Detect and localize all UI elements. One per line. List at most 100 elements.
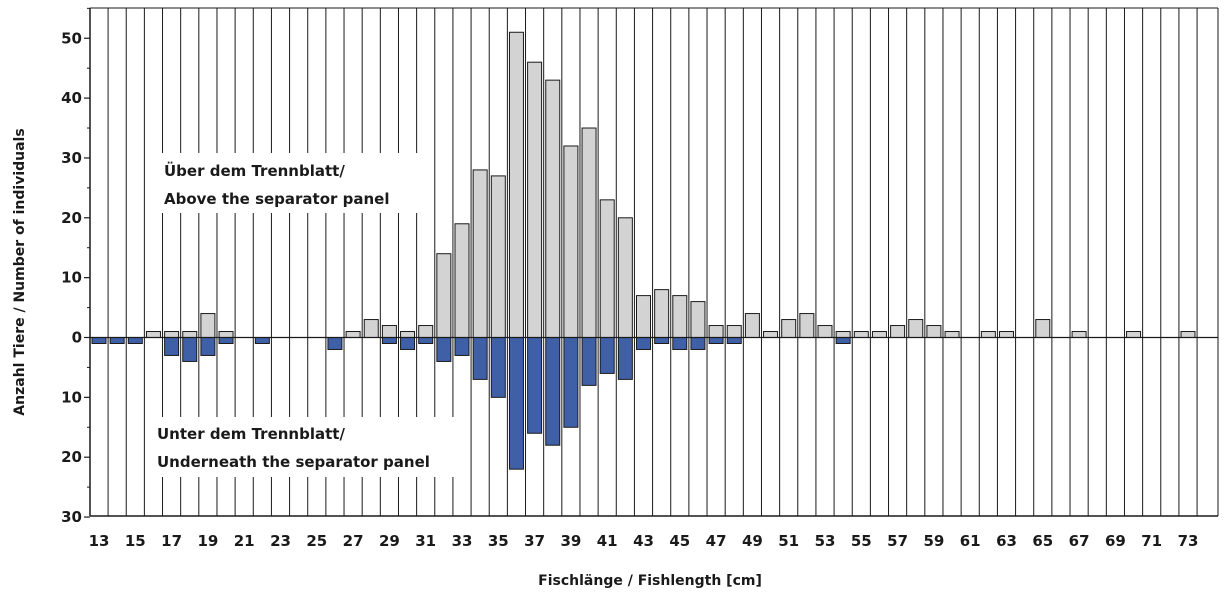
bar-above-43 — [636, 295, 651, 339]
y-tick-label: 20 — [61, 209, 82, 227]
x-tick-label: 33 — [452, 532, 473, 550]
x-tick-label: 67 — [1069, 532, 1090, 550]
bar-below-13 — [91, 337, 107, 344]
bar-below-14 — [109, 337, 125, 344]
bar-above-63 — [999, 331, 1014, 339]
annotation-below-line1: Unter dem Trennblatt/ — [157, 425, 345, 443]
bar-below-42 — [617, 337, 633, 380]
bar-below-37 — [527, 337, 543, 434]
annotation-below-box — [148, 417, 458, 477]
bar-above-42 — [617, 217, 633, 338]
annotation-above-line2: Above the separator panel — [164, 190, 390, 208]
bar-below-32 — [436, 337, 452, 362]
x-tick-label: 35 — [488, 532, 509, 550]
bar-above-35 — [490, 175, 506, 338]
y-tick-labels: 50 40 30 20 10 0 10 20 30 — [61, 7, 90, 526]
x-tick-label: 63 — [996, 532, 1017, 550]
x-tick-label: 39 — [560, 532, 581, 550]
x-tick-label: 27 — [343, 532, 364, 550]
x-tick-labels: 13 15 17 19 21 23 25 27 29 31 33 35 37 39 41 43 45 47 49 51… — [89, 532, 1199, 550]
bar-above-30 — [400, 331, 416, 339]
x-tick-label: 73 — [1178, 532, 1199, 550]
axes — [89, 7, 1219, 517]
bar-below-17 — [164, 337, 180, 356]
bar-below-31 — [418, 337, 434, 344]
x-tick-label: 57 — [887, 532, 908, 550]
bar-above-51 — [781, 319, 797, 339]
x-tick-label: 61 — [960, 532, 981, 550]
bar-above-73 — [1180, 331, 1196, 339]
x-tick-label: 25 — [306, 532, 327, 550]
y-axis-title: Anzahl Tiere / Number of individuals — [12, 128, 28, 415]
bar-above-54 — [835, 331, 851, 339]
annotation-above-box — [155, 153, 423, 213]
y-tick-label: 30 — [61, 149, 82, 167]
x-tick-label: 51 — [778, 532, 799, 550]
bar-above-18 — [182, 331, 198, 339]
bar-above-31 — [418, 325, 434, 338]
x-tick-label: 15 — [125, 532, 146, 550]
bar-above-47 — [708, 325, 724, 338]
bar-above-60 — [944, 331, 960, 339]
x-axis-title: Fischlänge / Fishlength [cm] — [538, 573, 762, 589]
x-tick-label: 43 — [633, 532, 654, 550]
bar-below-41 — [599, 337, 615, 374]
bar-above-40 — [581, 127, 597, 338]
bar-above-28 — [363, 319, 379, 339]
bar-below-35 — [490, 337, 506, 398]
bar-below-38 — [545, 337, 561, 446]
bar-below-48 — [726, 337, 742, 344]
bar-above-48 — [726, 325, 742, 338]
x-tick-label: 31 — [415, 532, 436, 550]
bar-above-58 — [908, 319, 924, 339]
x-tick-label: 55 — [851, 532, 872, 550]
x-tick-label: 71 — [1141, 532, 1162, 550]
x-tick-label: 13 — [89, 532, 110, 550]
x-tick-label: 17 — [161, 532, 182, 550]
bar-above-49 — [744, 313, 760, 338]
annotation-below-line2: Underneath the separator panel — [157, 453, 430, 471]
bar-above-67 — [1071, 331, 1087, 339]
x-tick-label: 29 — [379, 532, 400, 550]
y-tick-label: 50 — [61, 29, 82, 47]
bar-above-52 — [799, 313, 815, 338]
bar-above-46 — [690, 301, 706, 338]
x-tick-label: 69 — [1105, 532, 1126, 550]
bar-above-53 — [817, 325, 833, 338]
y-tick-label: 30 — [61, 508, 82, 526]
x-tick-label: 59 — [923, 532, 944, 550]
bar-above-16 — [145, 331, 161, 339]
bar-above-55 — [853, 331, 869, 339]
bar-above-56 — [871, 331, 887, 339]
x-tick-label: 47 — [706, 532, 727, 550]
annotation-backgrounds — [148, 153, 458, 477]
bar-above-37 — [527, 61, 543, 338]
annotation-above-line1: Über dem Trennblatt/ — [164, 161, 345, 180]
y-tick-label: 10 — [61, 269, 82, 287]
bar-below-20 — [218, 337, 234, 344]
bars — [91, 31, 1196, 470]
bar-below-46 — [690, 337, 706, 350]
bar-below-40 — [581, 337, 597, 386]
bar-above-32 — [436, 253, 452, 339]
x-tick-label: 41 — [597, 532, 618, 550]
bar-below-43 — [636, 337, 651, 350]
bar-below-44 — [654, 337, 670, 344]
bar-above-19 — [200, 313, 216, 338]
x-tick-label: 23 — [270, 532, 291, 550]
bar-above-39 — [563, 145, 579, 338]
bar-below-19 — [200, 337, 216, 356]
y-tick-label: 40 — [61, 89, 82, 107]
bar-above-59 — [926, 325, 942, 338]
bar-below-26 — [327, 337, 343, 350]
bar-above-29 — [381, 325, 397, 338]
bar-below-15 — [127, 337, 143, 344]
bar-above-36 — [508, 31, 524, 338]
bar-below-47 — [708, 337, 724, 344]
bar-below-33 — [454, 337, 470, 356]
bar-above-65 — [1035, 319, 1051, 339]
bar-above-62 — [980, 331, 996, 339]
x-tick-label: 21 — [234, 532, 255, 550]
bar-above-50 — [763, 331, 779, 339]
